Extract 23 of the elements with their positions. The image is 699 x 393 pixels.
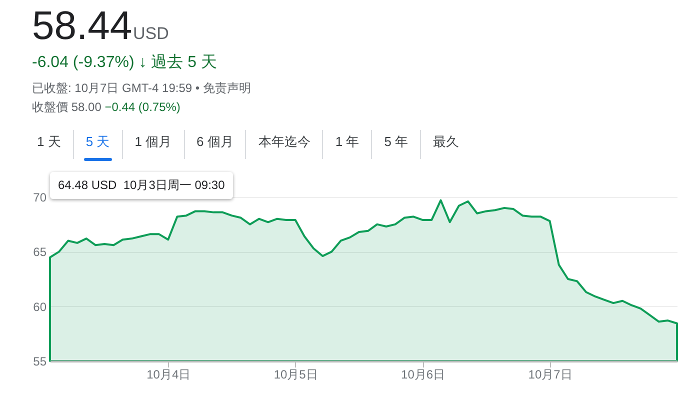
text: 已收盤: 10月7日 GMT-4 19:59 • 免责声明 [32, 80, 251, 97]
y-tick-label: 55 [33, 354, 47, 368]
text: -6.04 (-9.37%) ↓ 過去 5 天 [32, 52, 217, 73]
y-tick-label: 70 [33, 190, 47, 204]
x-tick-label: 10月4日 [146, 368, 191, 382]
y-tick-label: 65 [33, 245, 47, 260]
text: 6 個月 [184, 130, 246, 159]
x-tick-label: 10月5日 [274, 368, 318, 382]
text: 1 天 [25, 130, 74, 159]
chart-title: 58.44 [32, 4, 132, 49]
text: 最久 [432, 133, 460, 151]
y-tick-label: 60 [33, 300, 47, 314]
text: 1 年 [323, 130, 372, 159]
text: 本年迄今 [246, 130, 324, 159]
text: 64.48 USD 10月3日周一 09:30 [50, 172, 233, 199]
text: 5 年 [372, 130, 422, 159]
text: 1 個月 [122, 130, 185, 159]
text: 收盤價 58.00 [32, 100, 102, 114]
text: −0.44 (0.75%) [104, 100, 180, 114]
x-tick-label: 10月6日 [401, 368, 446, 382]
text: USD [133, 24, 169, 44]
x-tick-label: 10月7日 [528, 368, 572, 382]
text: 5 天 [74, 130, 123, 159]
